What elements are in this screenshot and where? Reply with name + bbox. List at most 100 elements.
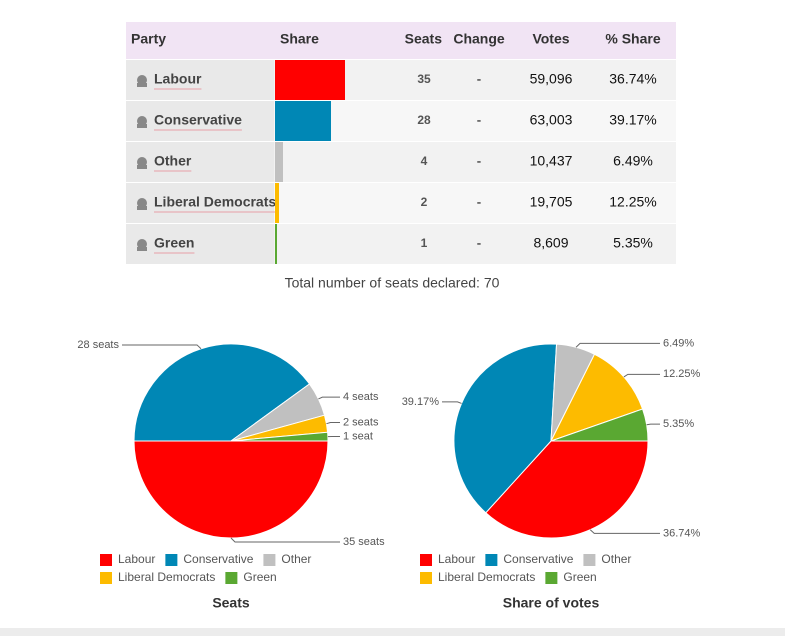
votes: 8,609 bbox=[533, 235, 568, 251]
party-link[interactable]: Liberal Democrats bbox=[154, 194, 276, 210]
change: - bbox=[477, 235, 482, 251]
party-icon bbox=[137, 198, 147, 208]
pie-slice bbox=[133, 440, 329, 539]
column-header: Party bbox=[131, 31, 166, 47]
party-cell-bg bbox=[126, 142, 274, 182]
party-cell-bg bbox=[126, 224, 274, 264]
party-icon bbox=[137, 157, 147, 167]
legend-swatch bbox=[165, 554, 178, 566]
legend-swatch bbox=[583, 554, 596, 566]
legend-label: Labour bbox=[438, 552, 475, 566]
vote-share: 12.25% bbox=[609, 194, 656, 210]
pie-slice bbox=[453, 343, 558, 514]
party-cell-bg bbox=[126, 183, 274, 223]
legend-swatch bbox=[100, 572, 112, 584]
seats: 28 bbox=[417, 113, 431, 127]
seats: 35 bbox=[417, 72, 431, 86]
slice-label: 12.25% bbox=[663, 368, 701, 380]
legend-label: Green bbox=[243, 570, 276, 584]
chart-title: Seats bbox=[212, 595, 250, 611]
slice-label: 39.17% bbox=[402, 396, 440, 408]
column-header: Votes bbox=[532, 31, 569, 47]
slice-label: 5.35% bbox=[663, 418, 694, 430]
vote-share: 39.17% bbox=[609, 112, 656, 128]
slice-label: 4 seats bbox=[343, 391, 379, 403]
chart-title: Share of votes bbox=[503, 595, 600, 611]
party-icon-base bbox=[137, 206, 147, 210]
votes: 59,096 bbox=[530, 71, 573, 87]
slice-label: 35 seats bbox=[343, 536, 385, 548]
leader-line bbox=[230, 537, 340, 543]
share-bar bbox=[275, 101, 331, 141]
change: - bbox=[477, 71, 482, 87]
leader-line bbox=[326, 421, 340, 425]
change: - bbox=[477, 194, 482, 210]
column-header: % Share bbox=[605, 31, 660, 47]
party-icon-base bbox=[137, 165, 147, 169]
legend-swatch bbox=[420, 572, 432, 584]
column-header: Share bbox=[280, 31, 319, 47]
share-bar bbox=[275, 142, 283, 182]
legend-label: Liberal Democrats bbox=[118, 570, 215, 584]
table-header-bg bbox=[126, 22, 676, 59]
legend-swatch bbox=[263, 554, 276, 566]
votes: 63,003 bbox=[530, 112, 573, 128]
seats: 4 bbox=[421, 154, 428, 168]
legend-label: Conservative bbox=[503, 552, 573, 566]
legend-label: Other bbox=[281, 552, 311, 566]
legend-swatch bbox=[545, 572, 558, 584]
party-link[interactable]: Other bbox=[154, 153, 192, 169]
party-cell-bg bbox=[126, 60, 274, 100]
leader-line bbox=[442, 401, 462, 404]
column-header: Seats bbox=[405, 31, 443, 47]
leader-line bbox=[575, 342, 660, 348]
slice-label: 2 seats bbox=[343, 416, 379, 428]
legend-swatch bbox=[100, 554, 112, 566]
vote-share: 36.74% bbox=[609, 71, 656, 87]
vote-share: 6.49% bbox=[613, 153, 653, 169]
legend-label: Other bbox=[601, 552, 631, 566]
party-icon bbox=[137, 239, 147, 249]
legend-swatch bbox=[485, 554, 498, 566]
party-link[interactable]: Labour bbox=[154, 71, 202, 87]
leader-line bbox=[646, 423, 660, 426]
share-bar bbox=[275, 224, 277, 264]
legend-label: Conservative bbox=[183, 552, 253, 566]
votes: 19,705 bbox=[530, 194, 573, 210]
column-header: Change bbox=[453, 31, 505, 47]
leader-line bbox=[623, 373, 660, 378]
legend-label: Liberal Democrats bbox=[438, 570, 535, 584]
leader-line bbox=[122, 344, 202, 350]
party-icon-base bbox=[137, 247, 147, 251]
party-icon-base bbox=[137, 124, 147, 128]
votes: 10,437 bbox=[530, 153, 573, 169]
seats: 1 bbox=[421, 236, 428, 250]
party-link[interactable]: Green bbox=[154, 235, 194, 251]
seats: 2 bbox=[421, 195, 428, 209]
slice-label: 6.49% bbox=[663, 337, 694, 349]
slice-label: 1 seat bbox=[343, 430, 373, 442]
party-link[interactable]: Conservative bbox=[154, 112, 242, 128]
legend-swatch bbox=[420, 554, 432, 566]
slice-label: 28 seats bbox=[77, 339, 119, 351]
bottom-bar bbox=[0, 628, 785, 636]
leader-line bbox=[589, 529, 660, 534]
total-seats: Total number of seats declared: 70 bbox=[285, 275, 500, 291]
slice-label: 36.74% bbox=[663, 527, 701, 539]
party-icon bbox=[137, 116, 147, 126]
party-icon-base bbox=[137, 83, 147, 87]
legend-swatch bbox=[225, 572, 238, 584]
pie-slice bbox=[485, 440, 649, 539]
change: - bbox=[477, 153, 482, 169]
vote-share: 5.35% bbox=[613, 235, 653, 251]
change: - bbox=[477, 112, 482, 128]
legend-label: Green bbox=[563, 570, 596, 584]
share-bar bbox=[275, 183, 279, 223]
party-cell-bg bbox=[126, 101, 274, 141]
share-bar bbox=[275, 60, 345, 100]
legend-label: Labour bbox=[118, 552, 155, 566]
party-icon bbox=[137, 75, 147, 85]
pie-slice bbox=[230, 431, 329, 442]
